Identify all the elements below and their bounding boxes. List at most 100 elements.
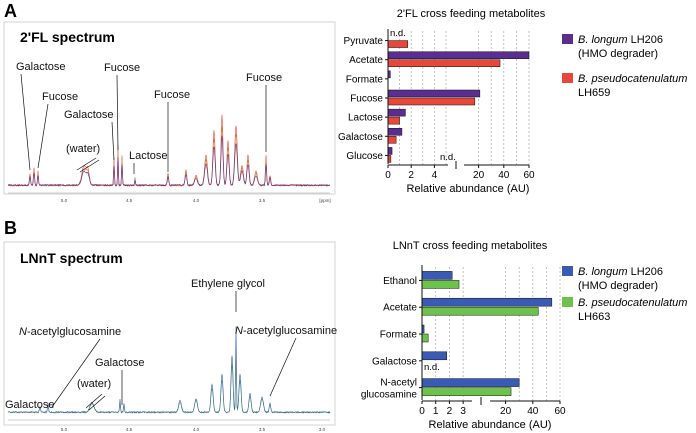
- spectrum-trace: [7, 326, 331, 414]
- category-label: Galactose: [338, 132, 383, 143]
- legend-label: B. pseudocatenulatum: [578, 297, 687, 309]
- spectrum-title: 2'FL spectrum: [20, 29, 115, 45]
- annotation-label: Fucose: [246, 72, 282, 84]
- axis-tick: 3.5: [259, 198, 266, 203]
- category-labels: Pyruvate Acetate Formate Fucose Lactose Galac…: [338, 36, 388, 162]
- category-label: Ethanol: [383, 276, 417, 287]
- x-tick-label: 3: [460, 406, 466, 417]
- bars: [387, 40, 530, 163]
- annotation-label: Galactose: [16, 61, 66, 73]
- x-tick-label: 60: [554, 406, 566, 417]
- spectrum-traces: [7, 114, 331, 188]
- x-tick-label: 0: [385, 170, 391, 181]
- annotation-line: [79, 159, 100, 173]
- annotation-line: [111, 121, 115, 161]
- spectrum-annotations: Galactose Fucose Galactose Fucose Fucose…: [16, 61, 282, 174]
- bars: [421, 271, 553, 396]
- legend-swatch: [562, 34, 573, 44]
- panel-letter-a: A: [4, 1, 17, 21]
- bar: [421, 351, 447, 361]
- annotation-line: [116, 74, 119, 151]
- legend-swatch: [562, 73, 573, 83]
- axis-tick: 5.0: [61, 198, 68, 203]
- annotation-label: Fucose: [104, 62, 140, 74]
- bar: [421, 297, 553, 307]
- category-label: Formate: [346, 74, 384, 85]
- x-axis-title: Relative abundance (AU): [407, 183, 530, 195]
- legend-label-line2: LH663: [578, 311, 610, 323]
- axis-tick: [ppm]: [319, 198, 330, 203]
- legend-swatch: [562, 297, 573, 307]
- annotation-label: Galactose: [5, 399, 55, 411]
- annotation-label: (water): [66, 143, 100, 155]
- annotation-label: (water): [77, 378, 111, 390]
- legend-label: B. longum LH206: [578, 266, 663, 278]
- annotation-line: [88, 395, 106, 411]
- bar: [421, 271, 453, 280]
- annotation-line: [76, 157, 97, 171]
- chart-title: LNnT cross feeding metabolites: [393, 240, 548, 252]
- bar: [421, 306, 539, 316]
- category-label: Acetate: [383, 303, 417, 314]
- x-tick-label: 40: [527, 406, 539, 417]
- annotation-label: N-acetylglucosamine: [19, 326, 121, 338]
- legend-label-line2: LH659: [578, 87, 610, 99]
- bar: [421, 387, 512, 396]
- x-tick-label: 4: [432, 170, 438, 181]
- legend-label: B. pseudocatenulatum: [578, 73, 687, 85]
- bar: [387, 116, 400, 125]
- bar: [387, 136, 397, 144]
- legend-swatch: [562, 266, 573, 276]
- chart-title: 2'FL cross feeding metabolites: [397, 8, 546, 20]
- bar: [387, 147, 393, 155]
- category-label: Fucose: [350, 94, 383, 105]
- x-axis-title: Relative abundance (AU): [429, 419, 552, 431]
- axis-tick: 3.5: [259, 427, 266, 432]
- bar: [387, 89, 481, 98]
- legend: B. longum LH206 (HMO degrader) B. pseudo…: [562, 34, 687, 99]
- axis-tick: 4.5: [126, 427, 133, 432]
- bar: [387, 97, 476, 106]
- spectrum-traces: [7, 326, 331, 414]
- category-label: N-acetyl glucosamine: [361, 378, 418, 401]
- annotation-line: [37, 103, 49, 169]
- legend-label-line2: (HMO degrader): [578, 48, 658, 60]
- x-tick-label: 20: [500, 406, 512, 417]
- spectrum-annotations: Ethylene glycol N-acetylglucosamine N-ac…: [5, 278, 337, 411]
- x-tick-label: 0: [419, 406, 425, 417]
- category-labels: Ethanol Acetate Formate Galactose N-acetyl gl…: [361, 276, 422, 401]
- x-tick-label: 60: [523, 170, 535, 181]
- x-tick-label: 1: [433, 406, 439, 417]
- annotation-label: Ethylene glycol: [191, 278, 265, 290]
- annotation-label: Fucose: [42, 91, 78, 103]
- spectrum-trace: [7, 135, 330, 187]
- bar: [387, 59, 501, 67]
- axis-tick: 5.0: [61, 427, 68, 432]
- spectrum-frame: [3, 21, 336, 195]
- nd-label: n.d.: [424, 362, 440, 373]
- annotation-label: Fucose: [154, 89, 190, 101]
- category-label: Lactose: [348, 113, 383, 124]
- bar: [421, 378, 520, 387]
- spectrum-title: LNnT spectrum: [20, 250, 123, 266]
- x-tick-label: 2: [408, 170, 414, 181]
- category-label: Acetate: [349, 55, 383, 66]
- nd-label: n.d.: [390, 28, 406, 39]
- bar: [387, 108, 406, 117]
- annotation-label: Galactose: [64, 109, 114, 121]
- legend: B. longum LH206 (HMO degrader) B. pseudo…: [562, 266, 687, 323]
- bar: [387, 128, 403, 136]
- x-tick-label: 2: [447, 406, 453, 417]
- category-label: Formate: [380, 330, 418, 341]
- x-axis: 0 1 2 3 20 40 60: [419, 397, 566, 417]
- axis-tick: 4.0: [193, 198, 200, 203]
- axis-tick: 4.0: [193, 427, 200, 432]
- spectrum-lnnt: LNnT spectrum 5.0 4.5 4.0 3.5 3.0 Ethyle…: [3, 241, 337, 432]
- annotation-label: N-acetylglucosamine: [235, 325, 337, 337]
- legend-label: B. longum LH206: [578, 34, 663, 46]
- category-label: Pyruvate: [344, 36, 384, 47]
- x-axis: 0 2 4 20 40 60: [385, 161, 535, 181]
- legend-label-line2: (HMO degrader): [578, 280, 658, 292]
- bar: [387, 51, 530, 59]
